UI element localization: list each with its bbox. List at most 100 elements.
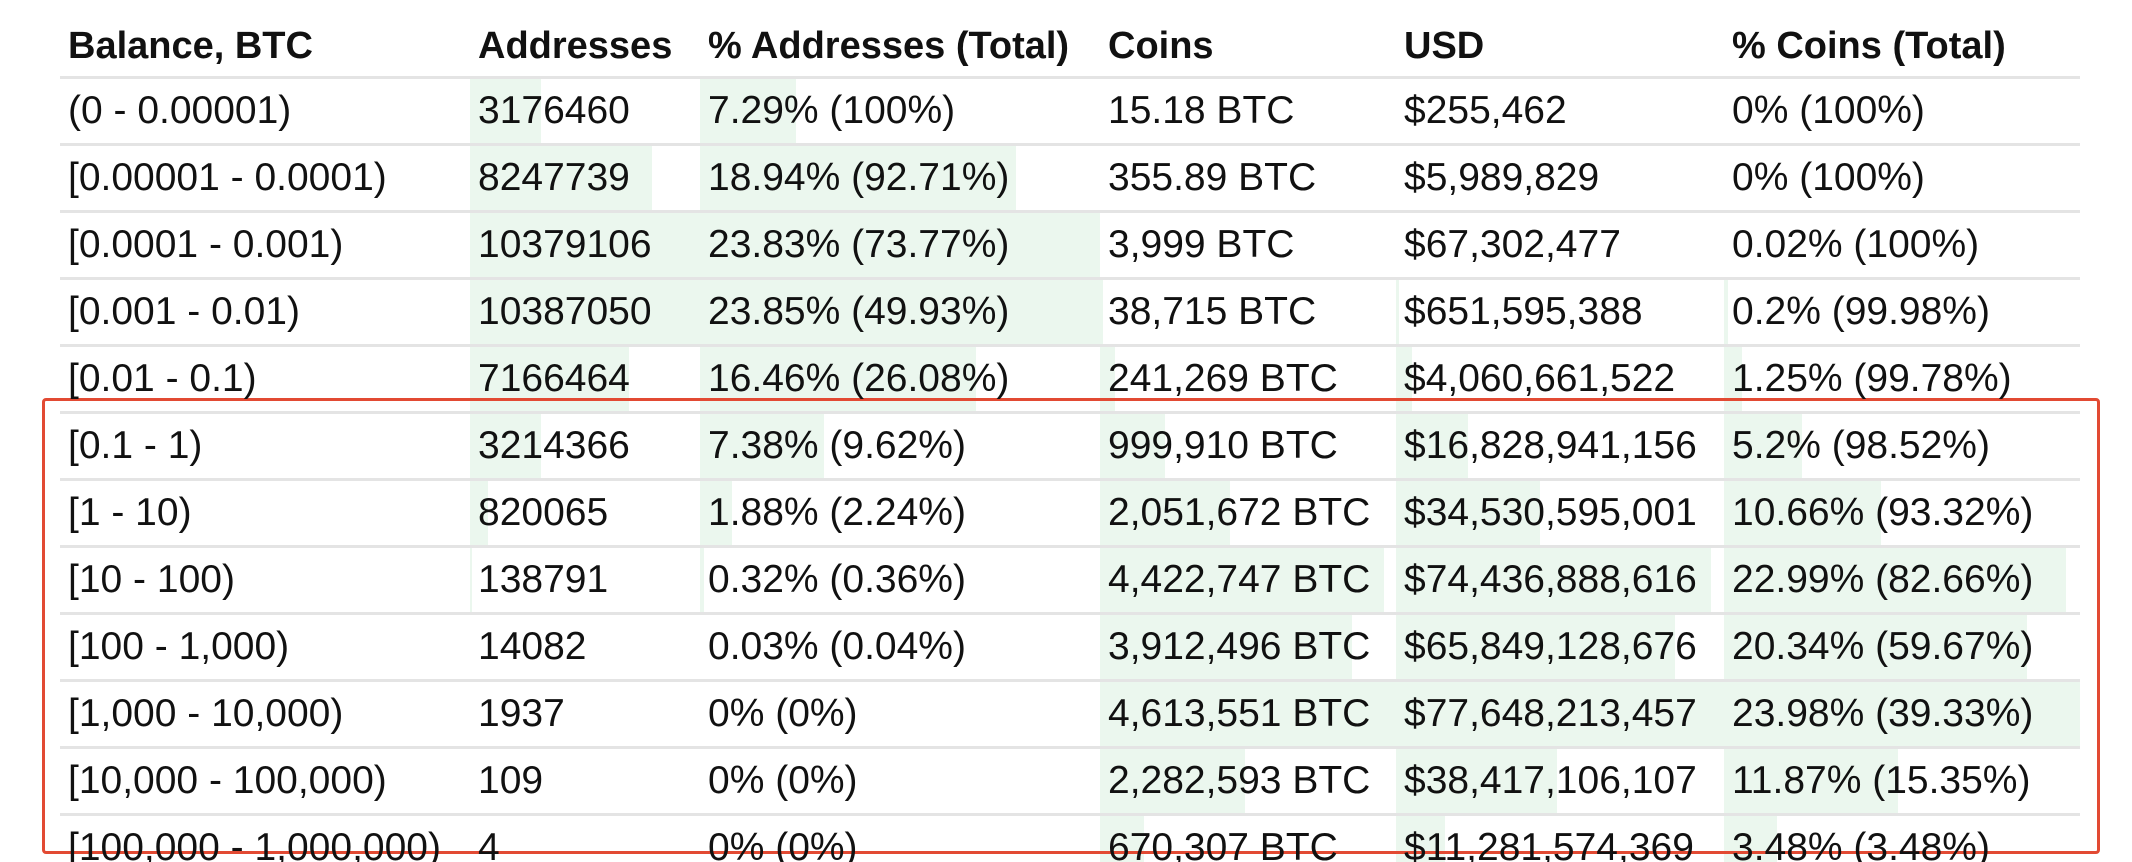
share-bar <box>700 79 796 142</box>
cell-pct-addresses: 1.88% (2.24%) <box>700 479 1100 548</box>
table-body: (0 - 0.00001) 3176460 7.29% (100%) 15.18 BT… <box>60 77 2080 862</box>
share-bar <box>1724 280 1728 343</box>
share-bar <box>1100 615 1352 678</box>
cell-pct-coins: 20.34% (59.67%) <box>1724 613 2080 682</box>
cell-pct-coins: 5.2% (98.52%) <box>1724 412 2080 481</box>
cell-pct-addresses-text: 23.85% (49.93%) <box>708 290 1010 333</box>
cell-pct-coins: 3.48% (3.48%) <box>1724 814 2080 862</box>
cell-coins: 15.18 BTC <box>1100 77 1396 146</box>
share-bar <box>1396 414 1469 477</box>
header-pct-addresses[interactable]: % Addresses (Total) <box>700 16 1100 79</box>
table-row: [0.01 - 0.1) 7166464 16.46% (26.08%) 241,26… <box>60 345 2080 414</box>
cell-pct-coins-text: 11.87% (15.35%) <box>1732 759 2031 802</box>
cell-coins: 4,613,551 BTC <box>1100 680 1396 749</box>
share-bar <box>1100 280 1103 343</box>
cell-usd: $5,989,829 <box>1396 144 1724 213</box>
header-pct-coins[interactable]: % Coins (Total) <box>1724 16 2080 79</box>
cell-balance-text: [0.0001 - 0.001) <box>68 223 344 266</box>
cell-balance-text: [10 - 100) <box>68 558 235 601</box>
cell-usd-text: $4,060,661,522 <box>1404 357 1676 400</box>
cell-pct-addresses-text: 7.38% (9.62%) <box>708 424 966 467</box>
cell-balance: [0.0001 - 0.001) <box>60 211 470 280</box>
table-row: [1 - 10) 820065 1.88% (2.24%) 2,051,672 BTC… <box>60 479 2080 548</box>
header-coins[interactable]: Coins <box>1100 16 1396 79</box>
cell-balance: [0.001 - 0.01) <box>60 278 470 347</box>
cell-balance-text: [0.1 - 1) <box>68 424 203 467</box>
cell-pct-coins: 1.25% (99.78%) <box>1724 345 2080 414</box>
cell-usd: $651,595,388 <box>1396 278 1724 347</box>
table-row: [0.001 - 0.01) 10387050 23.85% (49.93%) 38,… <box>60 278 2080 347</box>
cell-balance-text: [0.01 - 0.1) <box>68 357 257 400</box>
cell-addresses: 3214366 <box>470 412 700 481</box>
cell-coins-text: 38,715 BTC <box>1108 290 1317 333</box>
cell-balance: [1,000 - 10,000) <box>60 680 470 749</box>
cell-addresses: 7166464 <box>470 345 700 414</box>
cell-pct-addresses-text: 16.46% (26.08%) <box>708 357 1010 400</box>
share-bar <box>470 146 652 209</box>
table-row: [1,000 - 10,000) 1937 0% (0%) 4,613,551 BTC… <box>60 680 2080 749</box>
cell-coins: 2,051,672 BTC <box>1100 479 1396 548</box>
cell-pct-coins: 0% (100%) <box>1724 144 2080 213</box>
cell-pct-addresses: 16.46% (26.08%) <box>700 345 1100 414</box>
cell-addresses: 109 <box>470 747 700 816</box>
header-balance[interactable]: Balance, BTC <box>60 16 470 79</box>
cell-pct-addresses: 7.29% (100%) <box>700 77 1100 146</box>
cell-pct-addresses-text: 0% (0%) <box>708 826 858 862</box>
cell-pct-addresses-text: 1.88% (2.24%) <box>708 491 966 534</box>
cell-coins: 670,307 BTC <box>1100 814 1396 862</box>
share-bar <box>700 481 732 544</box>
cell-pct-coins-text: 22.99% (82.66%) <box>1732 558 2034 601</box>
table-row: [100 - 1,000) 14082 0.03% (0.04%) 3,912,496… <box>60 613 2080 682</box>
share-bar <box>1724 615 2027 678</box>
share-bar <box>470 280 700 343</box>
cell-pct-coins: 0.02% (100%) <box>1724 211 2080 280</box>
share-bar <box>700 280 1100 343</box>
cell-coins-text: 2,282,593 BTC <box>1108 759 1371 802</box>
cell-coins-text: 4,422,747 BTC <box>1108 558 1371 601</box>
share-bar <box>470 548 473 611</box>
cell-coins-text: 670,307 BTC <box>1108 826 1338 862</box>
share-bar <box>1724 749 1899 812</box>
cell-addresses-text: 3176460 <box>478 89 630 132</box>
header-addresses[interactable]: Addresses <box>470 16 700 79</box>
cell-pct-addresses-text: 7.29% (100%) <box>708 89 956 132</box>
share-bar <box>700 414 824 477</box>
cell-balance-text: [1 - 10) <box>68 491 192 534</box>
header-usd[interactable]: USD <box>1396 16 1724 79</box>
cell-addresses-text: 138791 <box>478 558 609 601</box>
share-bar <box>1396 749 1557 812</box>
share-bar <box>1724 347 1742 410</box>
cell-balance-text: [100,000 - 1,000,000) <box>68 826 441 862</box>
cell-usd: $4,060,661,522 <box>1396 345 1724 414</box>
cell-balance-text: [0.001 - 0.01) <box>68 290 300 333</box>
share-bar <box>1100 414 1166 477</box>
cell-coins-text: 3,912,496 BTC <box>1108 625 1371 668</box>
cell-usd: $65,849,128,676 <box>1396 613 1724 682</box>
cell-coins-text: 3,999 BTC <box>1108 223 1295 266</box>
cell-addresses-text: 4 <box>478 826 500 862</box>
table-row: (0 - 0.00001) 3176460 7.29% (100%) 15.18 BT… <box>60 77 2080 146</box>
cell-usd-text: $65,849,128,676 <box>1404 625 1697 668</box>
cell-pct-coins-text: 10.66% (93.32%) <box>1732 491 2034 534</box>
cell-balance: [10 - 100) <box>60 546 470 615</box>
cut-off-table-caption <box>0 0 2132 14</box>
cell-addresses-text: 1937 <box>478 692 565 735</box>
share-bar <box>1100 816 1145 862</box>
cell-pct-addresses: 7.38% (9.62%) <box>700 412 1100 481</box>
cell-addresses: 1937 <box>470 680 700 749</box>
cell-addresses-text: 10387050 <box>478 290 652 333</box>
cell-usd: $74,436,888,616 <box>1396 546 1724 615</box>
cell-pct-coins: 22.99% (82.66%) <box>1724 546 2080 615</box>
share-bar <box>1396 280 1400 343</box>
cell-balance-text: [10,000 - 100,000) <box>68 759 387 802</box>
share-bar <box>1724 481 1881 544</box>
cell-balance-text: (0 - 0.00001) <box>68 89 292 132</box>
cell-usd: $77,648,213,457 <box>1396 680 1724 749</box>
cell-balance: [100 - 1,000) <box>60 613 470 682</box>
cell-balance: (0 - 0.00001) <box>60 77 470 146</box>
cell-pct-coins-text: 20.34% (59.67%) <box>1732 625 2034 668</box>
cell-balance-text: [1,000 - 10,000) <box>68 692 344 735</box>
share-bar <box>1396 481 1541 544</box>
cell-pct-coins: 10.66% (93.32%) <box>1724 479 2080 548</box>
share-bar <box>1100 548 1385 611</box>
